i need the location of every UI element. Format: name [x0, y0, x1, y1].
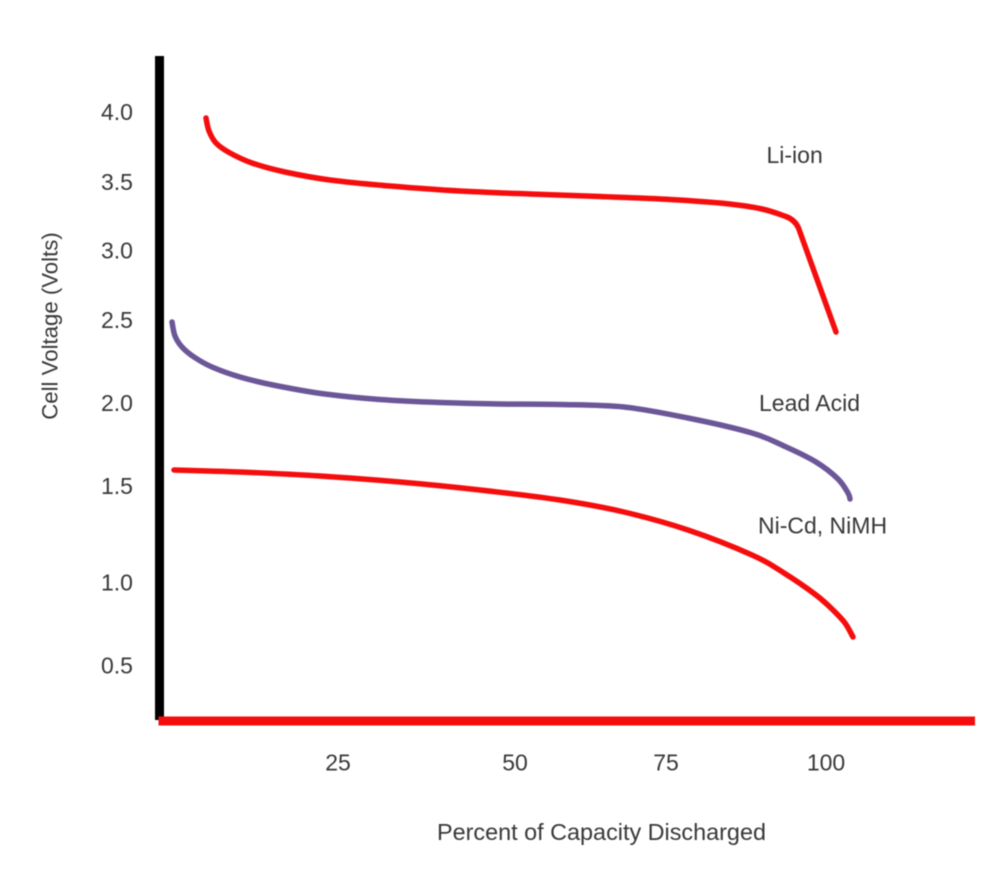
svg-text:1.0: 1.0: [101, 570, 133, 596]
svg-text:Percent of Capacity Discharged: Percent of Capacity Discharged: [437, 819, 766, 845]
svg-text:2.0: 2.0: [101, 390, 133, 416]
svg-text:4.0: 4.0: [101, 99, 133, 125]
svg-text:2.5: 2.5: [101, 307, 133, 333]
svg-text:3.5: 3.5: [101, 169, 133, 195]
svg-text:Li-ion: Li-ion: [767, 142, 823, 168]
svg-text:75: 75: [653, 750, 679, 776]
svg-text:1.5: 1.5: [101, 473, 133, 499]
svg-text:100: 100: [807, 750, 845, 776]
svg-text:3.0: 3.0: [101, 238, 133, 264]
svg-text:25: 25: [325, 750, 351, 776]
svg-text:Cell Voltage (Volts): Cell Voltage (Volts): [38, 232, 63, 419]
svg-text:Lead Acid: Lead Acid: [759, 390, 860, 416]
svg-text:Ni-Cd, NiMH: Ni-Cd, NiMH: [758, 513, 887, 539]
svg-text:0.5: 0.5: [101, 652, 133, 678]
svg-text:50: 50: [502, 750, 528, 776]
